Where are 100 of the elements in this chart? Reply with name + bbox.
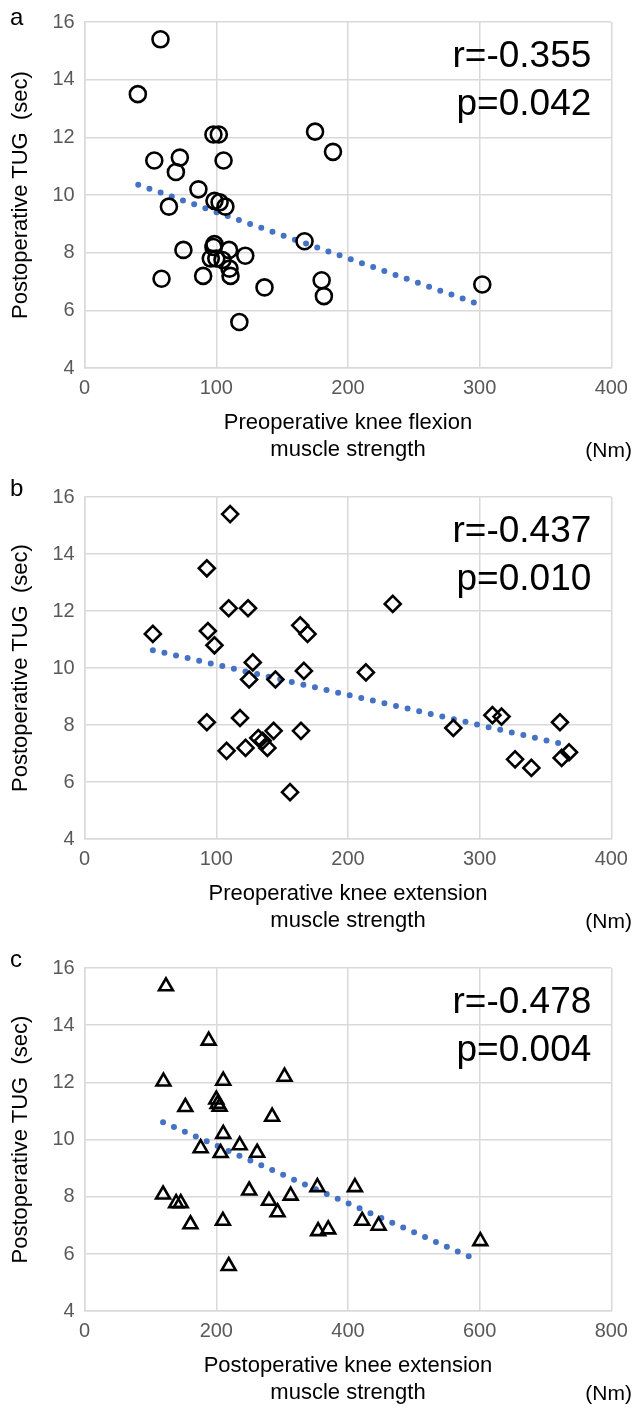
text: (Nm): [585, 437, 632, 461]
y-tick-label: 12: [52, 1069, 75, 1092]
y-tick-label: 4: [63, 355, 75, 378]
point: [166, 162, 186, 182]
annotation: r=-0.478: [452, 980, 592, 1022]
point: [189, 180, 208, 199]
point: [128, 84, 148, 104]
y-axis-title: Postoperative TUG (sec): [7, 71, 33, 319]
point: [370, 1216, 387, 1231]
point: [220, 259, 239, 278]
y-tick-label: 8: [63, 240, 75, 263]
point: [260, 1191, 278, 1207]
point: [230, 312, 249, 332]
point: [205, 191, 224, 211]
point: [263, 1107, 281, 1123]
annotation: p=0.042: [456, 82, 592, 124]
x-tick-label: 200: [331, 846, 365, 869]
point: [231, 1136, 248, 1151]
point: [236, 738, 255, 758]
point: [383, 594, 403, 614]
y-tick-label: 10: [52, 655, 75, 678]
point: [220, 504, 240, 524]
point: [323, 142, 343, 162]
point: [294, 661, 314, 681]
point: [197, 712, 217, 732]
point: [216, 197, 235, 216]
point: [221, 266, 240, 286]
point: [239, 670, 259, 689]
point: [157, 977, 175, 992]
point: [235, 246, 255, 265]
y-axis-title: Postoperative TUG (sec): [7, 1015, 33, 1264]
x-tick-label: 400: [331, 1318, 365, 1341]
point: [205, 635, 224, 655]
point: [219, 240, 239, 260]
point: [170, 148, 190, 167]
x-tick-label: 0: [79, 846, 91, 869]
point: [346, 1177, 364, 1193]
point: [258, 738, 277, 758]
y-axis-title: Postoperative TUG (sec): [7, 544, 33, 792]
x-tick-label: 400: [594, 846, 628, 869]
point: [483, 705, 502, 725]
point: [197, 558, 217, 578]
point: [290, 616, 310, 635]
point: [155, 1072, 172, 1087]
point: [550, 712, 570, 732]
point: [209, 125, 229, 144]
point: [505, 750, 525, 769]
point: [172, 1193, 189, 1209]
point: [210, 193, 229, 212]
point: [204, 125, 223, 144]
point: [238, 598, 258, 618]
text: (Nm): [585, 908, 632, 932]
chart-title: a: [10, 2, 24, 30]
y-tick-label: 4: [63, 1298, 75, 1321]
point: [159, 197, 179, 216]
y-tick-label: 6: [63, 1241, 75, 1264]
point: [280, 782, 300, 802]
x-axis-title: Postoperative knee extension muscle strength: [203, 1352, 493, 1404]
x-tick-label: 0: [79, 375, 91, 398]
y-tick-label: 14: [52, 67, 75, 90]
point: [295, 231, 314, 251]
x-tick-label: 200: [199, 1318, 233, 1341]
point: [207, 249, 226, 268]
x-tick-label: 100: [199, 375, 233, 398]
y-tick-label: 12: [52, 598, 75, 621]
point: [264, 721, 283, 741]
point: [182, 1214, 199, 1230]
point: [314, 286, 334, 306]
y-tick-label: 10: [52, 1127, 75, 1150]
point: [492, 707, 511, 726]
annotation: p=0.010: [456, 557, 592, 599]
point: [276, 1067, 293, 1082]
x-tick-label: 800: [594, 1318, 628, 1341]
annotation: r=-0.437: [452, 509, 592, 551]
y-tick-label: 12: [52, 124, 75, 147]
point: [305, 122, 325, 141]
point: [559, 742, 579, 762]
point: [312, 270, 331, 290]
point: [266, 670, 285, 689]
point: [219, 598, 238, 618]
x-tick-label: 600: [462, 1318, 497, 1341]
x-tick-label: 100: [199, 846, 233, 869]
point: [213, 250, 232, 270]
x-tick-label: 300: [462, 375, 497, 398]
point: [230, 708, 250, 728]
y-tick-label: 14: [52, 541, 75, 564]
x-tick-label: 300: [462, 846, 497, 869]
point: [167, 1193, 185, 1209]
point: [177, 1097, 194, 1113]
point: [309, 1177, 326, 1193]
y-tick-label: 16: [52, 484, 75, 507]
point: [193, 266, 213, 286]
point: [200, 1031, 217, 1046]
point: [309, 1221, 327, 1237]
x-tick-label: 200: [331, 375, 365, 398]
y-tick-label: 16: [52, 955, 75, 978]
y-tick-label: 6: [63, 769, 75, 792]
point: [212, 1143, 229, 1159]
y-tick-label: 10: [52, 182, 75, 205]
point: [214, 151, 233, 170]
